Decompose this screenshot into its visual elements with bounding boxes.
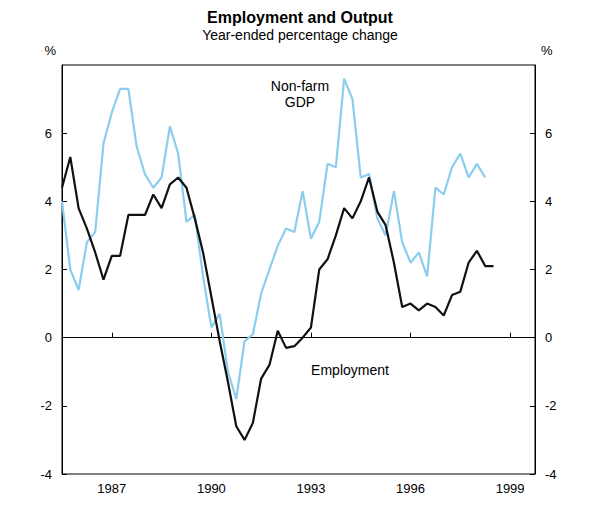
svg-text:4: 4 (45, 194, 52, 209)
svg-text:Year-ended percentage change: Year-ended percentage change (202, 27, 398, 43)
svg-text:6: 6 (545, 126, 552, 141)
svg-text:-4: -4 (545, 467, 557, 482)
svg-text:1993: 1993 (296, 481, 325, 496)
svg-text:-4: -4 (40, 467, 52, 482)
svg-text:6: 6 (45, 126, 52, 141)
svg-text:0: 0 (545, 330, 552, 345)
svg-text:Employment and Output: Employment and Output (207, 9, 393, 26)
svg-text:1990: 1990 (197, 481, 226, 496)
svg-text:GDP: GDP (285, 94, 315, 110)
svg-text:%: % (541, 43, 553, 58)
svg-text:1987: 1987 (97, 481, 126, 496)
svg-text:%: % (44, 43, 56, 58)
svg-text:-2: -2 (40, 398, 52, 413)
svg-text:-2: -2 (545, 398, 557, 413)
svg-text:0: 0 (45, 330, 52, 345)
svg-text:4: 4 (545, 194, 552, 209)
svg-text:Employment: Employment (311, 362, 389, 378)
svg-text:Non-farm: Non-farm (271, 78, 329, 94)
svg-text:1999: 1999 (496, 481, 525, 496)
svg-text:2: 2 (45, 262, 52, 277)
svg-text:2: 2 (545, 262, 552, 277)
svg-text:1996: 1996 (396, 481, 425, 496)
